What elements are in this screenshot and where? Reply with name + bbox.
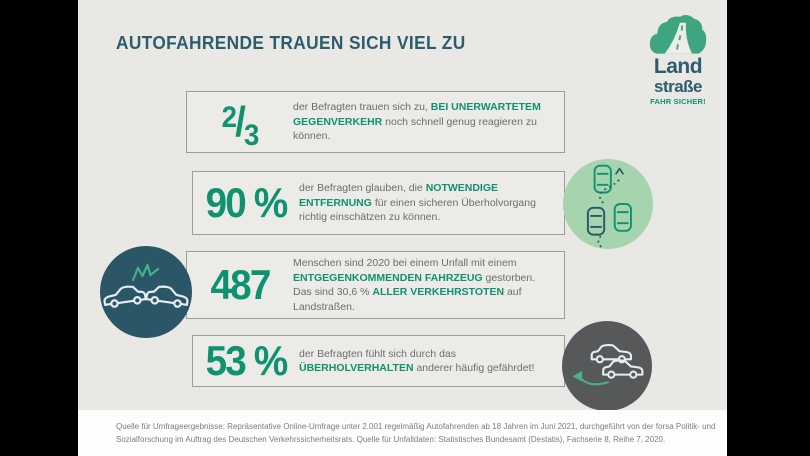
stat-value-two-thirds: 2/3 [221, 98, 260, 152]
overtaking-top-view-icon [563, 159, 653, 249]
stat-value-53-percent: 53 % [205, 337, 289, 384]
source-line-1: Quelle für Umfrageergebnisse: Repräsenta… [116, 422, 716, 431]
logo-text-strasse: straße [653, 77, 703, 96]
stat-box-head-on-fatalities: 487 Menschen sind 2020 bei einem Unfall … [186, 251, 565, 319]
footer-bar: Quelle für Umfrageergebnisse: Repräsenta… [78, 410, 727, 456]
letterbox-left [0, 0, 78, 456]
source-note: Quelle für Umfrageergebnisse: Repräsenta… [78, 410, 727, 446]
page-title: AUTOFAHRENDE TRAUEN SICH VIEL ZU [116, 33, 466, 53]
logo-tagline: FAHR SICHER! [650, 97, 706, 106]
head-on-collision-icon [100, 246, 192, 338]
stat-text-head-on-fatalities: Menschen sind 2020 bei einem Unfall mit … [293, 257, 536, 313]
letterbox-right [727, 0, 810, 456]
stat-text-oncoming-traffic: der Befragten trauen sich zu, BEI UNERWA… [293, 101, 541, 143]
infographic-canvas: AUTOFAHRENDE TRAUEN SICH VIEL ZU Land st… [78, 0, 727, 456]
stat-text-overtaking-distance: der Befragten glauben, die NOTWENDIGE EN… [299, 182, 536, 224]
stat-box-overtaking-behavior: 53 % der Befragten fühlt sich durch das … [192, 335, 565, 387]
landstrasse-logo: Land straße FAHR SICHER! [639, 13, 717, 106]
overtaking-side-view-icon [562, 321, 652, 411]
stat-value-487: 487 [210, 261, 272, 308]
logo-cloud-road-icon [649, 14, 707, 54]
logo-text-land: Land [653, 55, 703, 78]
stat-text-overtaking-behavior: der Befragten fühlt sich durch das ÜBERH… [299, 347, 535, 375]
stat-value-90-percent: 90 % [205, 179, 289, 226]
source-line-2: Sozialforschung im Auftrag des Deutschen… [116, 435, 666, 444]
stat-box-oncoming-traffic-reaction: 2/3 der Befragten trauen sich zu, BEI UN… [186, 91, 565, 153]
stat-box-overtaking-distance: 90 % der Befragten glauben, die NOTWENDI… [192, 171, 565, 235]
